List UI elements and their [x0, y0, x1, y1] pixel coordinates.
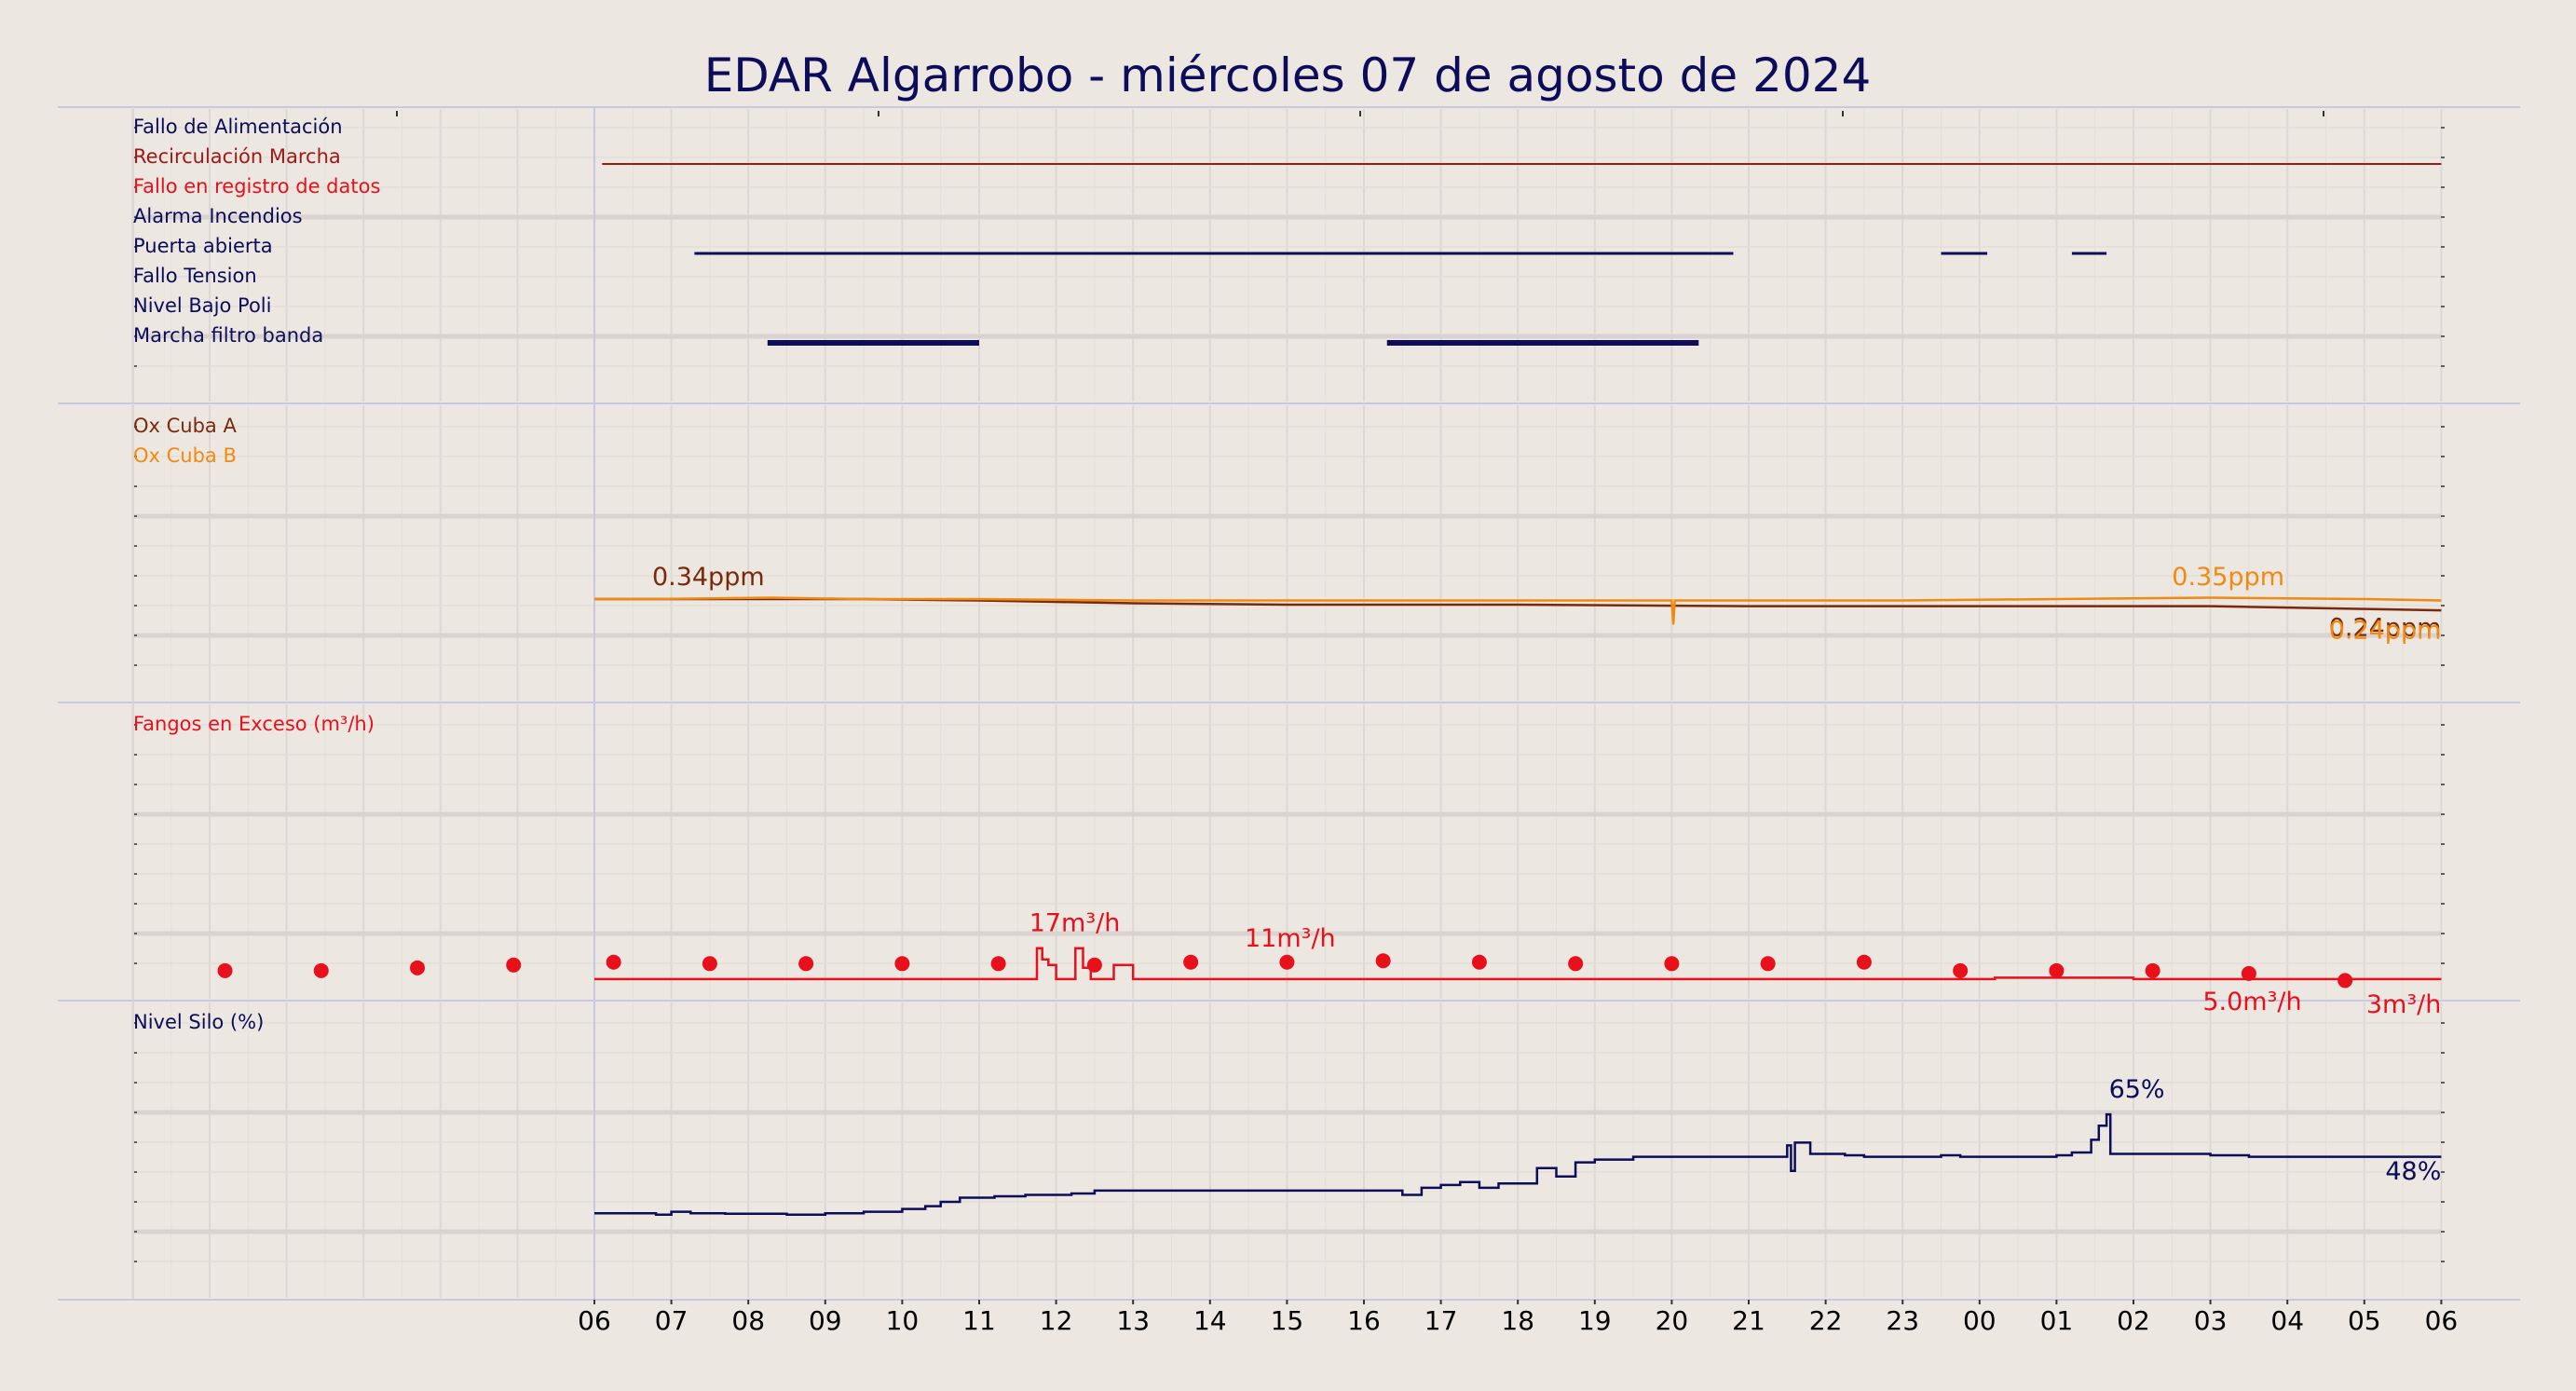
x-tick-label: 23 [1886, 1305, 1919, 1336]
x-tick-label: 03 [2194, 1305, 2228, 1336]
x-tick-label: 15 [1271, 1305, 1304, 1336]
legend-label: Marcha filtro banda [133, 324, 323, 347]
scatter-point [798, 956, 814, 972]
data-label: 0.24ppm [2329, 613, 2442, 642]
scatter-point [1568, 956, 1584, 972]
scatter-point [2145, 962, 2160, 978]
x-tick-label: 17 [1424, 1305, 1458, 1336]
x-tick-label: 02 [2117, 1305, 2150, 1336]
data-label: 11m³/h [1245, 924, 1336, 953]
scatter-point [2337, 973, 2353, 989]
x-tick-label: 21 [1732, 1305, 1765, 1336]
x-tick-label: 09 [809, 1305, 842, 1336]
data-label: 0.24ppm [2329, 616, 2442, 645]
legend-label: Ox Cuba A [133, 415, 237, 437]
scatter-point [217, 962, 233, 978]
scatter-point [1856, 954, 1872, 970]
series-line [594, 947, 2442, 981]
scatter-point [894, 956, 910, 972]
x-tick-label: 18 [1501, 1305, 1534, 1336]
x-tick-label: 13 [1116, 1305, 1150, 1336]
data-label: 5.0m³/h [2202, 988, 2301, 1016]
scatter-point [1279, 954, 1295, 970]
scatter-point [1471, 954, 1487, 970]
scatter-point [1183, 954, 1199, 970]
scatter-point [702, 956, 717, 972]
scatter-point [1953, 962, 1969, 978]
data-label: 0.35ppm [2172, 563, 2284, 592]
x-tick-label: 01 [2040, 1305, 2074, 1336]
text-layer: 06 07 08 09 10 11 12 13 14 15 16 17 18 19 20 21 22 23 00 01… [133, 116, 2458, 1336]
x-tick-label: 05 [2348, 1305, 2381, 1336]
data-label: 48% [2385, 1157, 2441, 1186]
scatter-point [606, 954, 621, 970]
legend-label: Nivel Silo (%) [133, 1011, 264, 1033]
x-tick-label: 04 [2270, 1305, 2304, 1336]
legend-label: Nivel Bajo Poli [133, 294, 271, 317]
legend-label: Recirculación Marcha [133, 145, 341, 168]
legend-label: Fallo de Alimentación [133, 116, 343, 138]
series-line [594, 1112, 2442, 1216]
x-tick-label: 00 [1963, 1305, 1997, 1336]
scatter-point [990, 956, 1006, 972]
scatter-point [1664, 956, 1680, 972]
data-label: 17m³/h [1029, 909, 1121, 938]
grid-layer [58, 106, 2520, 1304]
x-tick-label: 20 [1656, 1305, 1689, 1336]
x-tick-label: 11 [962, 1305, 996, 1336]
series-line [594, 596, 2442, 625]
legend-label: Ox Cuba B [133, 444, 237, 467]
data-label: 3m³/h [2366, 990, 2442, 1019]
scatter-point [1760, 956, 1776, 972]
legend-label: Alarma Incendios [133, 205, 303, 227]
legend-label: Fallo en registro de datos [133, 175, 380, 198]
x-tick-label: 06 [578, 1305, 611, 1336]
scatter-point [2241, 965, 2256, 981]
legend-label: Puerta abierta [133, 235, 273, 257]
x-tick-label: 10 [886, 1305, 920, 1336]
x-tick-label: 08 [731, 1305, 765, 1336]
x-tick-label: 07 [655, 1305, 688, 1336]
scatter-point [1086, 957, 1102, 973]
chart-title: EDAR Algarrobo - miércoles 07 de agosto … [704, 48, 1872, 102]
x-tick-label: 12 [1040, 1305, 1073, 1336]
x-tick-label: 06 [2425, 1305, 2459, 1336]
x-tick-label: 19 [1578, 1305, 1612, 1336]
scatter-point [1375, 953, 1391, 969]
legend-label: Fallo Tension [133, 265, 257, 287]
x-tick-label: 16 [1347, 1305, 1381, 1336]
scatter-point [2049, 962, 2065, 978]
x-tick-label: 22 [1809, 1305, 1843, 1336]
legend-label: Fangos en Exceso (m³/h) [133, 713, 375, 735]
scatter-point [506, 957, 522, 973]
data-label: 0.34ppm [652, 563, 765, 592]
scatter-point [313, 962, 329, 978]
data-layer [217, 163, 2442, 1216]
x-tick-label: 14 [1193, 1305, 1227, 1336]
scatter-point [410, 960, 426, 975]
data-label: 65% [2109, 1075, 2165, 1104]
